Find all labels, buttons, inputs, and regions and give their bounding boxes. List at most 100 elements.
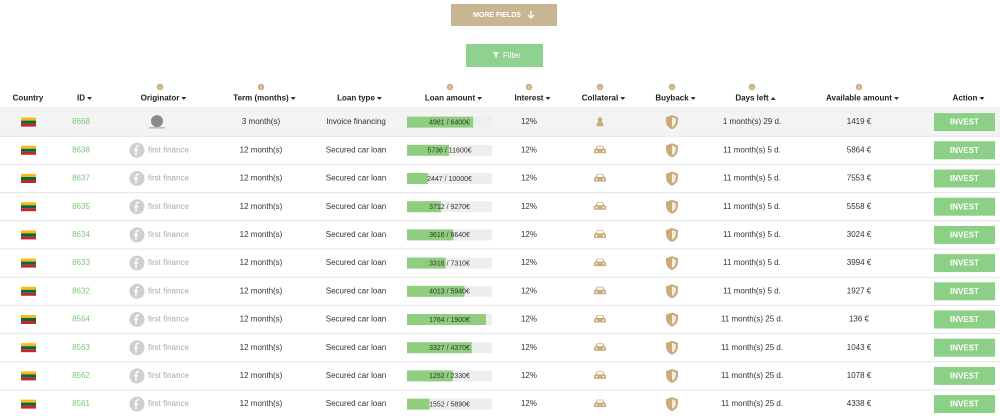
interest: 12% <box>521 145 537 154</box>
invest-button[interactable]: INVEST <box>934 141 995 160</box>
invest-button-bg <box>934 254 995 273</box>
filter-button[interactable]: Filter <box>466 44 543 67</box>
originator-name: first finance <box>148 258 189 267</box>
country-flag <box>21 315 36 324</box>
invest-button[interactable]: INVEST <box>934 113 995 132</box>
invest-button[interactable]: INVEST <box>934 282 995 301</box>
car-light <box>595 319 598 322</box>
car-window <box>597 372 603 375</box>
originator-name: first finance <box>148 315 189 324</box>
column-header[interactable]: Originator <box>141 94 180 103</box>
country-flag <box>21 202 36 212</box>
flag-stripe <box>21 258 36 262</box>
button-bg <box>451 4 557 26</box>
invest-button-label: INVEST <box>950 231 979 240</box>
column-header[interactable]: Term (months) <box>233 94 289 103</box>
loan-id[interactable]: 8562 <box>72 371 90 380</box>
flag-stripe <box>21 402 36 406</box>
loan-id[interactable]: 8561 <box>72 399 90 408</box>
invest-button[interactable]: INVEST <box>934 366 995 385</box>
invest-button[interactable]: INVEST <box>934 225 995 244</box>
car-light <box>602 347 605 350</box>
flag-stripe <box>21 177 36 180</box>
column-header[interactable]: Interest <box>515 94 544 103</box>
progress-fill <box>407 257 446 269</box>
loan-amount-label: 5736 / 11600€ <box>427 148 471 155</box>
invest-button[interactable]: INVEST <box>934 169 995 188</box>
loan-id[interactable]: 8668 <box>72 117 90 126</box>
buyback-shield-inner <box>672 399 676 409</box>
invest-button[interactable]: INVEST <box>934 254 995 273</box>
invest-button-bg <box>934 169 995 188</box>
car-window <box>597 146 603 149</box>
originator-logo-mark <box>134 258 140 269</box>
progress-track <box>407 173 492 184</box>
flag-stripe <box>21 315 36 318</box>
column-header[interactable]: Buyback <box>655 94 689 103</box>
invest-button-bg <box>934 225 995 244</box>
column-header[interactable]: ID <box>77 94 85 103</box>
invest-button[interactable]: INVEST <box>934 310 995 329</box>
car-light <box>602 206 605 209</box>
car-window <box>597 287 603 290</box>
column-header[interactable]: Collateral <box>582 94 618 103</box>
country-flag <box>21 343 36 353</box>
car-light <box>602 319 605 322</box>
invest-button[interactable]: INVEST <box>934 197 995 216</box>
loan-id[interactable]: 8632 <box>72 286 90 295</box>
buyback-shield-inner <box>672 201 676 212</box>
car-light <box>595 404 598 406</box>
invest-button[interactable]: INVEST <box>934 338 995 357</box>
progress-track <box>407 144 492 156</box>
invest-button-label: INVEST <box>950 372 979 381</box>
column-header[interactable]: Loan amount <box>425 94 476 103</box>
days-left: 11 month(s) 25 d. <box>721 343 783 352</box>
car-window <box>597 231 603 234</box>
invest-button-label: INVEST <box>950 343 979 352</box>
interest: 12% <box>521 258 537 267</box>
interest: 12% <box>521 399 537 408</box>
sort-arrow <box>690 97 696 100</box>
loan-id[interactable]: 8637 <box>72 174 90 183</box>
loan-type: Secured car loan <box>326 371 386 380</box>
column-header[interactable]: Days left <box>735 94 769 103</box>
flag-stripe <box>21 120 36 124</box>
loan-amount-label: 2447 / 10000€ <box>427 176 472 183</box>
more-fields-button[interactable]: MORE FIELDS <box>451 4 557 26</box>
column-header[interactable]: Action <box>953 94 978 103</box>
button-bg <box>466 44 543 67</box>
originator-name: first finance <box>148 202 189 211</box>
loan-id[interactable]: 8638 <box>72 145 90 154</box>
days-left: 11 month(s) 5 d. <box>723 202 781 211</box>
originator-name: first finance <box>148 174 189 183</box>
table-row: 8634 first finance 12 month(s) Secured car … <box>0 225 1000 250</box>
loan-amount-label: 1552 / 5890€ <box>429 401 470 408</box>
loan-amount-label: 3316 / 7310€ <box>429 260 470 267</box>
table-row: 8637 first finance 12 month(s) Secured car … <box>0 169 1000 194</box>
progress-fill <box>407 144 450 156</box>
loan-id[interactable]: 8564 <box>72 315 90 324</box>
buyback-shield-inner <box>672 173 676 184</box>
loan-id[interactable]: 8563 <box>72 343 90 352</box>
interest: 12% <box>521 315 537 324</box>
car-light <box>595 291 598 293</box>
invest-button[interactable]: INVEST <box>934 395 995 414</box>
flag-stripe <box>21 371 36 375</box>
loan-id[interactable]: 8635 <box>72 202 90 211</box>
originator-logo-mark <box>134 399 140 410</box>
originator-name: first finance <box>148 343 189 352</box>
column-header[interactable]: Loan type <box>337 94 375 103</box>
buyback-shield-inner <box>672 371 676 381</box>
column-header[interactable]: Available amount <box>826 94 892 103</box>
info-icon <box>748 83 756 91</box>
loan-type: Secured car loan <box>326 230 386 239</box>
term: 12 month(s) <box>240 371 283 380</box>
table-row: 8564 first finance 12 month(s) Secured car … <box>0 310 1000 335</box>
originator-logo-mark <box>134 173 140 184</box>
loan-id[interactable]: 8634 <box>72 230 90 239</box>
available-amount: 1043 € <box>847 343 872 352</box>
loan-id[interactable]: 8633 <box>72 258 90 267</box>
flag-stripe <box>21 374 36 378</box>
interest: 12% <box>521 371 537 380</box>
